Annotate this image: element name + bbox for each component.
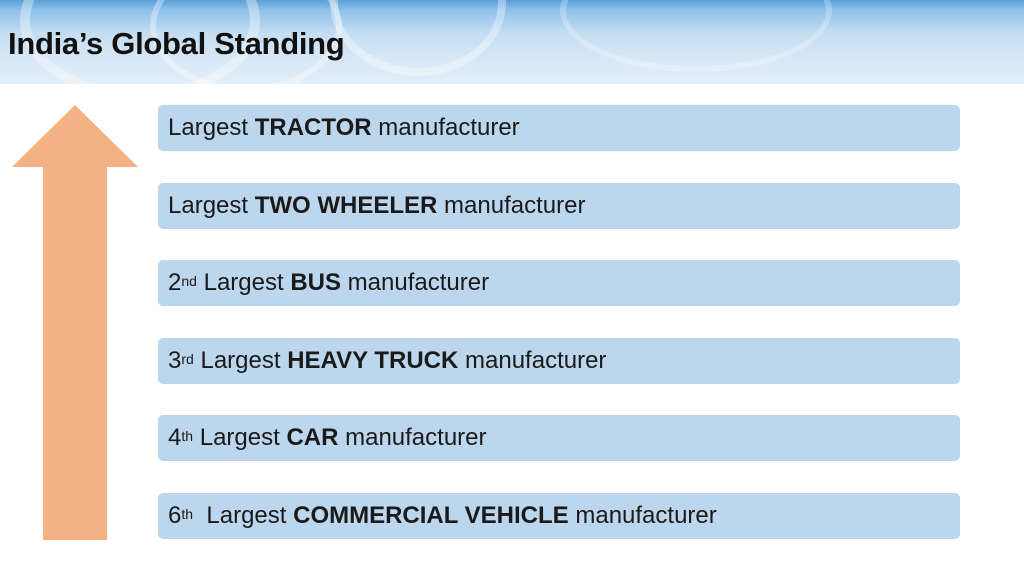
item-rank: 2 [168,269,182,296]
item-prefix: Largest [168,114,255,141]
item-category: COMMERCIAL VEHICLE [293,502,569,529]
item-prefix: Largest [168,192,255,219]
item-prefix: Largest [193,502,294,529]
item-category: BUS [290,269,341,296]
item-rank-suffix: rd [181,351,194,367]
item-category: CAR [286,424,339,451]
item-rest: manufacturer [341,269,490,296]
item-rest: manufacturer [568,502,717,529]
item-rest: manufacturer [338,424,487,451]
standing-item-two-wheeler: Largest TWO WHEELER manufacturer [158,183,960,229]
item-rank: 3 [168,347,182,374]
banner-swirl-decoration [150,0,342,84]
item-category: TRACTOR [254,114,372,141]
slide-title: India’s Global Standing [8,26,345,61]
item-prefix: Largest [196,269,291,296]
item-rank-suffix: th [181,506,194,522]
item-prefix: Largest [193,347,288,374]
item-category: TWO WHEELER [254,192,438,219]
item-rank-suffix: th [181,428,194,444]
banner-swirl-decoration [560,0,832,72]
item-rank-suffix: nd [181,273,197,289]
item-rank: 6 [168,502,182,529]
item-rank: 4 [168,424,182,451]
item-rest: manufacturer [437,192,586,219]
item-rest: manufacturer [371,114,520,141]
item-rest: manufacturer [458,347,607,374]
header-banner: India’s Global Standing [0,0,1024,84]
item-prefix: Largest [193,424,287,451]
banner-swirl-decoration [330,0,506,76]
up-arrow [12,105,138,540]
item-category: HEAVY TRUCK [287,347,459,374]
up-arrow-shape [12,105,138,540]
standing-item-tractor: Largest TRACTOR manufacturer [158,105,960,151]
